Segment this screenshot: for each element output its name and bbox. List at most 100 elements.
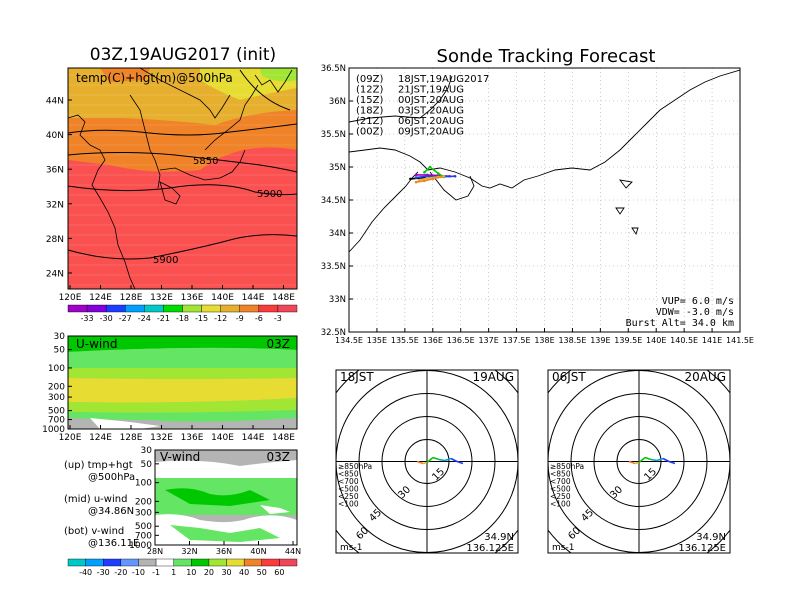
track-grid xyxy=(349,68,740,332)
hodograph-pressure-label: <500 xyxy=(550,485,571,494)
v-lat-label: 40N xyxy=(250,547,266,556)
wind-colorbar-swatch xyxy=(85,558,104,567)
wind-colorbar-label: 50 xyxy=(257,568,267,577)
map-lon-ticks: 120E 124E 128E 132E 136E 140E 144E 148E xyxy=(59,285,295,303)
track-lon-label: 135.5E xyxy=(391,336,419,345)
map-frame xyxy=(67,67,298,290)
map-title: 03Z,19AUG2017 (init) xyxy=(90,45,276,65)
hodograph-pressure-label: <500 xyxy=(338,485,359,494)
track-lon-label: 136E xyxy=(423,336,443,345)
legend-time-4: 06JST,20AUG xyxy=(398,116,464,127)
hodograph-pressure-label: ≥850hPa xyxy=(338,462,372,471)
u-lon-label: 124E xyxy=(89,433,112,443)
track-lon-label: 135E xyxy=(367,336,387,345)
u-lon-label: 144E xyxy=(242,433,265,443)
track-lon-label: 136.5E xyxy=(447,336,475,345)
u-lon-label: 136E xyxy=(181,433,204,443)
u-p-label: 500 xyxy=(48,407,65,417)
note-up-line1: (up) tmp+hgt xyxy=(64,460,133,471)
legend-run-0: (09Z) xyxy=(356,74,383,85)
map-lat-label: 36N xyxy=(46,166,64,176)
param-burst: Burst Alt= 34.0 km xyxy=(626,318,734,329)
hodograph-pressure-label: <700 xyxy=(338,477,359,486)
wind-colorbar: -40 -30 -20 -10 -1 1 10 20 30 40 50 60 xyxy=(67,558,298,577)
temp-colorbar-swatch xyxy=(86,304,107,313)
contour-label-5850: 5850 xyxy=(193,156,218,167)
v-wind-time: 03Z xyxy=(267,450,291,464)
hodograph-ring-label: 45 xyxy=(579,507,596,524)
u-wind-section xyxy=(68,336,297,429)
track-lon-label: 138E xyxy=(534,336,554,345)
temp-colorbar-label: -3 xyxy=(274,314,282,323)
temp-colorbar-swatch xyxy=(105,304,126,313)
temp-colorbar-swatch xyxy=(163,304,183,313)
track-lat-label: 34.5N xyxy=(321,196,346,206)
track-lon-label: 140.5E xyxy=(670,336,698,345)
wind-colorbar-label: -30 xyxy=(97,568,110,577)
v-lat-ticks: 28N 32N 36N 40N 44N xyxy=(147,541,301,556)
temp-colorbar-swatch xyxy=(201,304,221,313)
contour-label-5900b: 5900 xyxy=(153,255,178,266)
v-p-label: 30 xyxy=(141,446,153,456)
hodograph-ring-label: 15 xyxy=(430,466,447,483)
legend-time-1: 21JST,19AUG xyxy=(398,85,464,96)
sonde-track-point xyxy=(425,174,429,178)
map-lon-label: 120E xyxy=(59,293,82,303)
temp-colorbar-swatch xyxy=(125,304,145,313)
wind-colorbar-label: 10 xyxy=(186,568,196,577)
hodograph-ring-label: 60 xyxy=(566,525,583,542)
map-lon-label: 148E xyxy=(272,293,295,303)
temperature-colorbar: -33 -30 -27 -24 -21 -18 -15 -12 -9 -6 -3 xyxy=(67,304,298,323)
map-lon-label: 136E xyxy=(181,293,204,303)
wind-colorbar-swatch xyxy=(138,558,157,567)
temp-colorbar-label: -15 xyxy=(195,314,208,323)
track-lon-label: 141E xyxy=(702,336,722,345)
hodograph-time: 06JST xyxy=(552,370,586,384)
hodograph-pressure-label: <250 xyxy=(550,492,571,501)
wind-colorbar-label: 1 xyxy=(171,568,176,577)
hodograph-ring-label: 45 xyxy=(367,507,384,524)
hodograph-pressure-label: ≥850hPa xyxy=(550,462,584,471)
v-lat-label: 32N xyxy=(181,547,197,556)
temperature-map xyxy=(68,68,297,289)
hodograph-trace-segment xyxy=(426,456,434,464)
hodograph-frame xyxy=(547,369,731,554)
sonde-track-point xyxy=(442,174,446,178)
hodograph-trace-segment xyxy=(650,458,658,462)
u-p-label: 1000 xyxy=(42,425,65,435)
wind-colorbar-swatch xyxy=(226,558,245,567)
hodograph-trace-segment xyxy=(444,457,452,462)
wind-colorbar-swatch xyxy=(261,558,280,567)
wind-colorbar-label: -10 xyxy=(132,568,145,577)
v-p-label: 100 xyxy=(135,479,152,489)
map-lon-label: 132E xyxy=(150,293,173,303)
wind-colorbar-swatch xyxy=(279,558,298,567)
hodograph-trace-segment xyxy=(634,461,640,465)
sonde-track-point xyxy=(453,174,457,178)
u-p-label: 300 xyxy=(48,393,65,403)
hodograph-trace-segment xyxy=(662,457,670,463)
wind-colorbar-label: 40 xyxy=(239,568,249,577)
map-lat-label: 32N xyxy=(46,200,64,210)
sonde-track-point xyxy=(437,172,440,175)
u-p-label: 30 xyxy=(54,332,66,342)
legend-time-2: 00JST,20AUG xyxy=(398,95,464,106)
track-coastlines xyxy=(349,69,740,253)
track-lat-label: 35N xyxy=(329,163,346,173)
note-mid-line2: @34.86N xyxy=(88,506,134,517)
temp-colorbar-swatch xyxy=(144,304,164,313)
track-lat-label: 36.5N xyxy=(321,64,346,74)
wind-colorbar-label: -1 xyxy=(152,568,160,577)
temp-colorbar-label: -21 xyxy=(157,314,170,323)
track-lon-label: 138.5E xyxy=(558,336,586,345)
sonde-track-point xyxy=(431,177,435,181)
temp-colorbar-label: -12 xyxy=(214,314,227,323)
track-lon-label: 137.5E xyxy=(503,336,531,345)
wind-colorbar-swatch xyxy=(155,558,174,567)
hodograph-trace-segment xyxy=(422,461,428,465)
hodograph-trace-segment xyxy=(416,460,424,465)
temp-colorbar-label: -30 xyxy=(100,314,113,323)
sonde-track-point xyxy=(425,176,429,180)
